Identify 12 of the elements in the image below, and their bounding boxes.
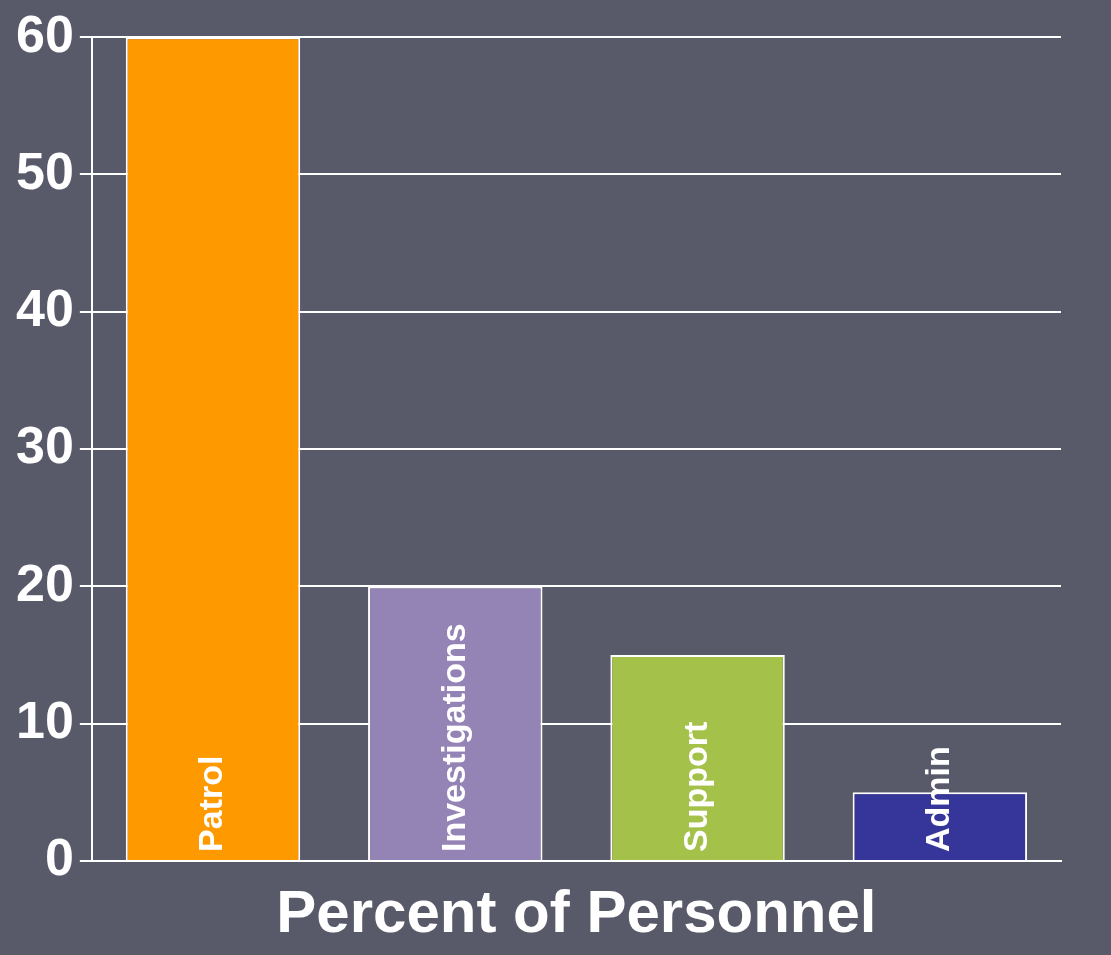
y-tick-label: 20 [16,553,74,612]
y-tick-label: 30 [16,416,74,475]
x-axis-title: Percent of Personnel [276,877,877,945]
x-tick-label: Patrol [191,755,230,852]
y-tick-label: 50 [16,141,74,200]
x-tick-label: Admin [918,746,957,852]
y-tick-label: 60 [16,4,74,63]
y-tick-label: 10 [16,691,74,750]
x-tick-label: Support [675,721,714,852]
y-tick-label: 0 [44,828,74,887]
x-tick-label: Investigations [433,623,472,852]
y-tick-label: 40 [16,279,74,338]
